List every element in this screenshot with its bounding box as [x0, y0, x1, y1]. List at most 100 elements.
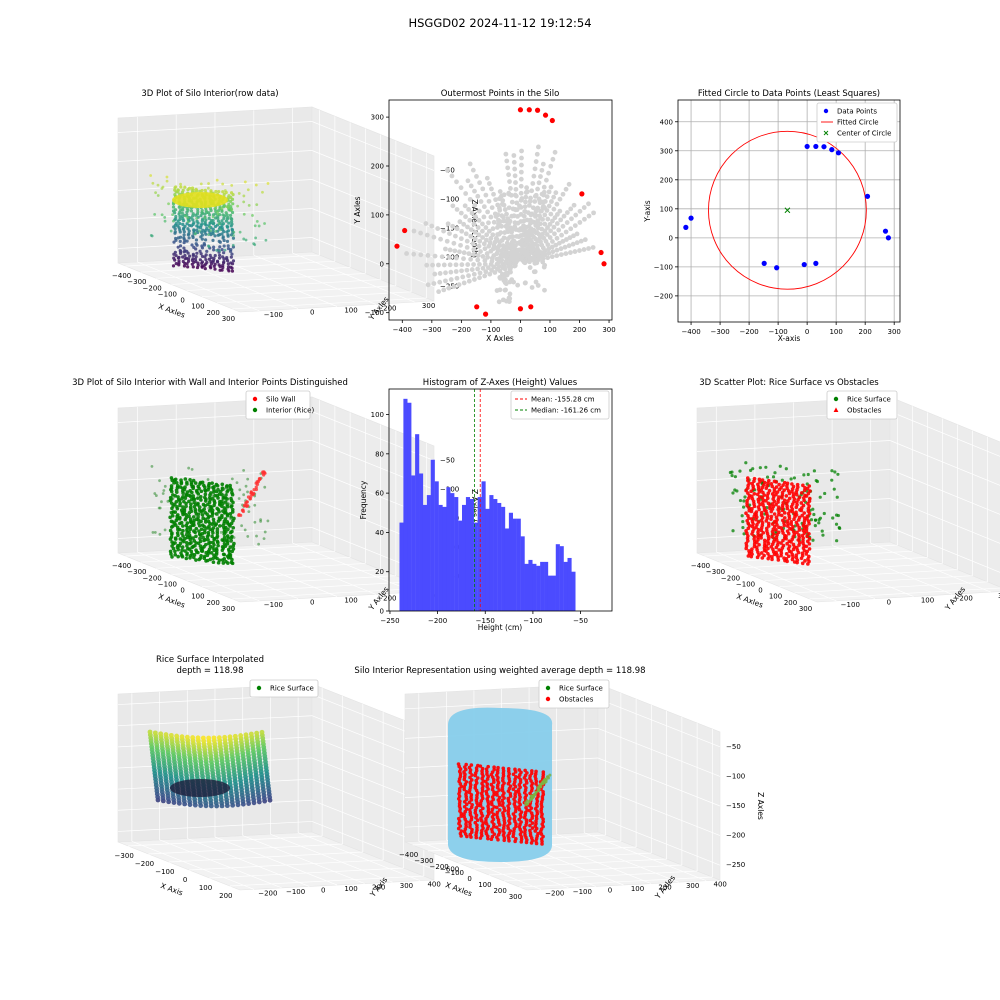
data-point	[154, 191, 158, 195]
histogram-bar	[532, 563, 537, 611]
background-point	[506, 205, 512, 211]
x-tick-label: 200	[206, 599, 219, 607]
interior-point	[178, 485, 183, 489]
data-point	[194, 255, 198, 259]
background-point	[476, 208, 482, 214]
background-point	[494, 288, 500, 293]
data-point	[220, 219, 224, 223]
interior-point	[209, 505, 214, 510]
legend-label: Data Points	[837, 108, 877, 116]
interior-point	[210, 481, 214, 485]
grid-line	[270, 833, 393, 883]
wall-point	[255, 480, 259, 484]
x-tick-label: −300	[706, 568, 725, 576]
obstacle-point	[782, 488, 786, 493]
interior-point	[215, 506, 219, 511]
interior-point	[173, 477, 178, 482]
y-tick-label: 200	[372, 884, 385, 892]
background-point	[458, 242, 463, 248]
background-point	[567, 235, 573, 241]
background-point	[541, 264, 547, 270]
background-point	[486, 243, 492, 249]
legend-marker	[252, 407, 258, 413]
x-tick-label: 300	[888, 328, 901, 336]
data-point	[198, 229, 201, 233]
data-point	[177, 255, 181, 259]
histogram-bar	[481, 481, 486, 611]
data-point	[194, 187, 198, 191]
grid-line	[117, 179, 313, 191]
obstacle-point	[518, 780, 523, 785]
interior-point	[179, 520, 184, 525]
interior-point	[161, 492, 165, 495]
histogram-bar	[415, 434, 420, 611]
background-point	[519, 196, 525, 201]
background-point	[481, 241, 487, 247]
background-point	[550, 239, 555, 244]
y-tick-label: 0	[608, 886, 612, 894]
outermost-point	[474, 304, 480, 310]
background-point	[496, 221, 501, 227]
data-point	[227, 221, 231, 225]
x-tick-label: 0	[180, 297, 184, 305]
x-tick-label: 200	[858, 328, 871, 336]
legend-box	[249, 679, 319, 698]
data-point	[220, 268, 224, 272]
surface-point	[168, 732, 174, 738]
wall-point	[245, 500, 249, 504]
interior-point	[185, 490, 190, 494]
surface-point	[152, 730, 158, 736]
data-point	[186, 265, 190, 269]
z-tick-label: −150	[726, 802, 745, 810]
background-point	[570, 241, 576, 247]
y-tick-label: 100	[631, 885, 644, 893]
panel-3d-rice-obstacles: 3D Scatter Plot: Rice Surface vs Obstacl…	[691, 378, 1000, 613]
data-point	[192, 228, 196, 232]
data-point	[190, 243, 194, 247]
rice-point	[813, 523, 817, 528]
background-point	[548, 184, 554, 190]
obstacle-point	[478, 764, 483, 768]
background-point	[450, 223, 456, 229]
data-point	[207, 216, 211, 220]
background-point	[511, 153, 517, 158]
data-point	[821, 144, 827, 150]
obstacle-point	[470, 773, 474, 777]
obstacle-point	[777, 495, 781, 499]
interior-point	[222, 541, 227, 546]
data-point	[214, 229, 218, 233]
interior-point	[202, 554, 207, 559]
interior-point	[266, 519, 270, 523]
background-point	[488, 214, 494, 220]
x-tick-label: −300	[422, 326, 441, 334]
background-point	[528, 237, 533, 243]
background-point	[514, 233, 520, 239]
rice-point	[773, 471, 777, 475]
obstacle-point	[760, 495, 765, 500]
obstacle-point	[497, 828, 501, 832]
surface-point	[232, 733, 238, 739]
y-tick-label: 200	[383, 594, 396, 602]
interior-point	[223, 517, 228, 521]
interior-point	[180, 545, 185, 549]
rice-point	[537, 788, 541, 792]
obstacle-point	[756, 520, 761, 524]
background-point	[461, 250, 467, 256]
background-point	[423, 221, 429, 226]
interior-point	[188, 478, 192, 482]
obstacle-point	[806, 509, 811, 513]
data-point	[266, 182, 270, 185]
background-point	[554, 201, 560, 207]
histogram-bar	[540, 561, 545, 611]
data-point	[182, 233, 186, 237]
figure-title: HSGGD02 2024-11-12 19:12:54	[408, 16, 592, 30]
interior-point	[221, 561, 226, 565]
data-point	[174, 214, 178, 219]
background-point	[507, 179, 512, 184]
background-point	[539, 226, 545, 232]
data-point	[181, 222, 185, 226]
background-point	[466, 278, 472, 284]
obstacle-point	[804, 529, 809, 534]
interior-point	[197, 508, 202, 512]
background-point	[480, 265, 486, 271]
